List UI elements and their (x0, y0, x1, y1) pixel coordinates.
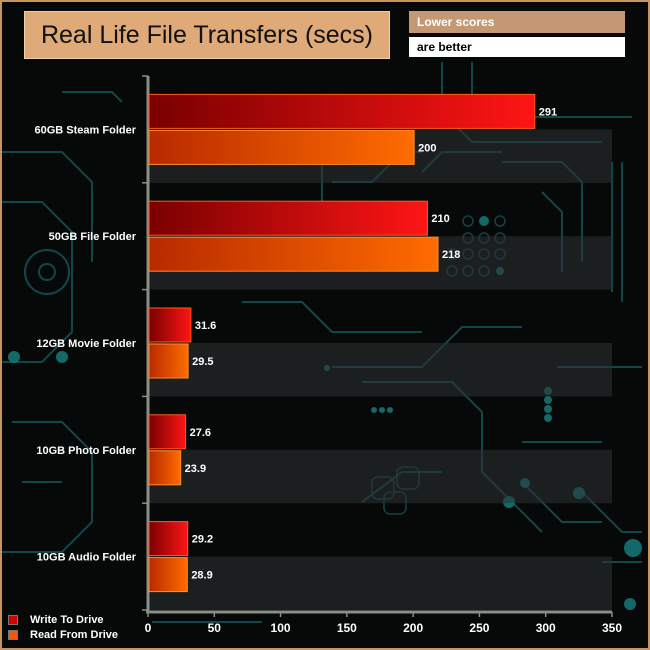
data-label: 291 (539, 106, 557, 118)
data-label: 218 (442, 249, 460, 261)
legend-label-write: Write To Drive (30, 614, 104, 626)
note-lower-scores: Lower scores (409, 11, 625, 33)
data-label: 29.5 (192, 356, 213, 368)
x-tick-label: 100 (271, 621, 291, 635)
x-tick-label: 50 (208, 621, 222, 635)
legend-swatch-write (8, 615, 18, 625)
category-label: 12GB Movie Folder (36, 338, 136, 350)
x-tick-label: 300 (536, 621, 556, 635)
data-label: 27.6 (190, 427, 211, 439)
chart-title: Real Life File Transfers (secs) (24, 11, 390, 59)
bar-write (148, 521, 189, 557)
category-label: 10GB Photo Folder (36, 445, 136, 457)
data-label: 23.9 (185, 463, 206, 475)
x-tick-label: 350 (602, 621, 622, 635)
data-label: 28.9 (191, 570, 212, 582)
bar-read (148, 343, 189, 379)
legend-swatch-read (8, 630, 18, 640)
bar-write (148, 307, 192, 343)
data-label: 31.6 (195, 320, 216, 332)
bar-read (148, 236, 439, 272)
x-tick-label: 150 (337, 621, 357, 635)
bar-write (148, 200, 428, 236)
data-label: 210 (431, 213, 449, 225)
legend-label-read: Read From Drive (30, 629, 119, 641)
x-tick-label: 200 (403, 621, 423, 635)
plot-band (148, 449, 612, 504)
x-tick-label: 250 (469, 621, 489, 635)
legend-item-read: Read From Drive (8, 629, 118, 641)
legend-item-write: Write To Drive (8, 614, 104, 626)
bar-write (148, 93, 536, 129)
plot-band (148, 343, 612, 397)
note-are-better: are better (409, 37, 625, 57)
category-label: 50GB File Folder (49, 231, 137, 243)
bar-read (148, 557, 188, 593)
data-label: 200 (418, 142, 436, 154)
bar-write (148, 414, 187, 450)
category-label: 10GB Audio Folder (37, 552, 137, 564)
bar-read (148, 450, 182, 486)
bar-read (148, 129, 415, 165)
x-tick-label: 0 (145, 621, 152, 635)
plot-band (148, 556, 612, 610)
category-label: 60GB Steam Folder (35, 124, 137, 136)
data-label: 29.2 (192, 534, 213, 546)
